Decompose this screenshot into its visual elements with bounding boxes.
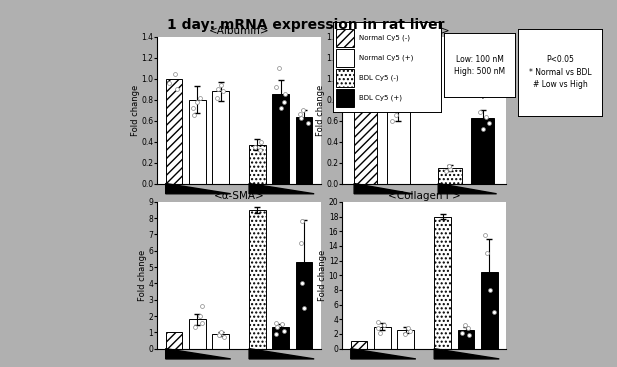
Bar [249, 210, 266, 349]
Bar [296, 262, 312, 349]
Polygon shape [249, 349, 314, 359]
Bar [273, 327, 289, 349]
Bar [481, 272, 497, 349]
Text: P<0.05
* Normal vs BDL
# Low vs High: P<0.05 * Normal vs BDL # Low vs High [529, 55, 591, 90]
Bar [438, 168, 462, 184]
Bar [189, 99, 205, 184]
Text: Low: 100 nM
High: 500 nM: Low: 100 nM High: 500 nM [454, 55, 505, 76]
Bar [374, 327, 391, 349]
Y-axis label: Fold change: Fold change [131, 84, 139, 136]
Bar [434, 217, 451, 349]
Bar [351, 341, 368, 349]
Bar [471, 119, 494, 184]
Y-axis label: Fold change: Fold change [318, 250, 327, 301]
Text: Normal Cy5 (-): Normal Cy5 (-) [359, 35, 410, 41]
Bar [458, 330, 474, 349]
Bar [212, 334, 229, 349]
Polygon shape [249, 184, 314, 194]
Polygon shape [354, 184, 413, 194]
Text: 1 day: mRNA expression in rat liver: 1 day: mRNA expression in rat liver [167, 18, 444, 32]
Bar [336, 88, 354, 106]
Bar [189, 319, 205, 349]
Polygon shape [434, 349, 499, 359]
Bar [296, 117, 312, 184]
Title: <Albumin>: <Albumin> [209, 26, 270, 36]
Bar [336, 69, 354, 87]
Y-axis label: Fold change: Fold change [316, 84, 325, 136]
Polygon shape [351, 349, 416, 359]
Bar [336, 29, 354, 47]
Bar [249, 145, 266, 184]
Y-axis label: Fold change: Fold change [138, 250, 147, 301]
Polygon shape [438, 184, 497, 194]
Polygon shape [166, 349, 231, 359]
Bar [387, 110, 410, 184]
Bar [273, 94, 289, 184]
Text: *: * [479, 94, 486, 104]
Bar [212, 91, 229, 184]
Text: BDL Cy5 (+): BDL Cy5 (+) [359, 94, 402, 101]
Title: <α-SMA>: <α-SMA> [213, 191, 265, 201]
Bar [354, 79, 378, 184]
Text: Normal Cy5 (+): Normal Cy5 (+) [359, 55, 413, 61]
Bar [336, 49, 354, 67]
Text: BDL Cy5 (-): BDL Cy5 (-) [359, 75, 399, 81]
Bar [166, 333, 183, 349]
Title: <HNF4A>: <HNF4A> [398, 26, 450, 36]
Bar [397, 330, 414, 349]
Polygon shape [166, 184, 231, 194]
Title: <Collagen Ⅰ >: <Collagen Ⅰ > [388, 191, 460, 201]
Bar [166, 79, 183, 184]
